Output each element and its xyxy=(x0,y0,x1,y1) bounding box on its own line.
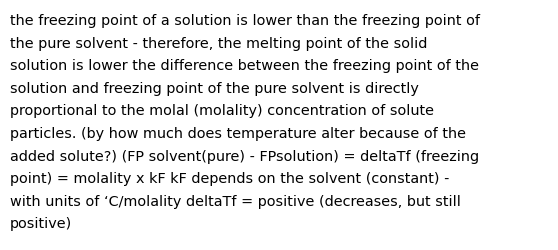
Text: positive): positive) xyxy=(10,216,72,230)
Text: solution is lower the difference between the freezing point of the: solution is lower the difference between… xyxy=(10,59,479,73)
Text: the pure solvent - therefore, the melting point of the solid: the pure solvent - therefore, the meltin… xyxy=(10,36,427,51)
Text: added solute?) (FP solvent(pure) - FPsolution) = deltaTf (freezing: added solute?) (FP solvent(pure) - FPsol… xyxy=(10,149,479,163)
Text: with units of ‘C/molality deltaTf = positive (decreases, but still: with units of ‘C/molality deltaTf = posi… xyxy=(10,194,461,208)
Text: solution and freezing point of the pure solvent is directly: solution and freezing point of the pure … xyxy=(10,82,419,96)
Text: particles. (by how much does temperature alter because of the: particles. (by how much does temperature… xyxy=(10,126,466,140)
Text: proportional to the molal (molality) concentration of solute: proportional to the molal (molality) con… xyxy=(10,104,434,118)
Text: the freezing point of a solution is lower than the freezing point of: the freezing point of a solution is lowe… xyxy=(10,14,480,28)
Text: point) = molality x kF kF depends on the solvent (constant) -: point) = molality x kF kF depends on the… xyxy=(10,172,449,185)
